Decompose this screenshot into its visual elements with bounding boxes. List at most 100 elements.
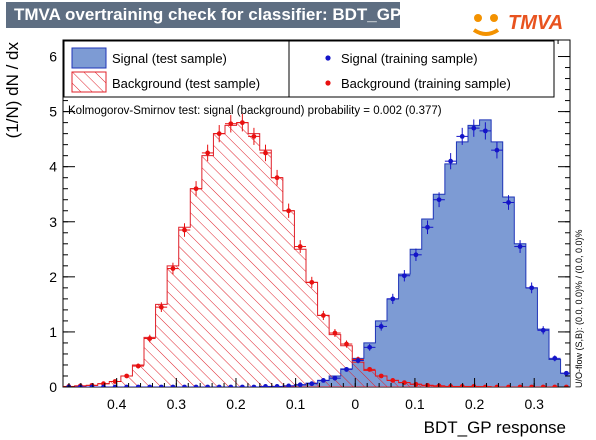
y-tick-label: 1 <box>49 324 57 340</box>
x-tick-label: 0.2 <box>226 396 246 412</box>
background-train-point <box>529 384 535 387</box>
signal-train-point <box>448 158 454 164</box>
legend-background-test-swatch <box>71 71 107 93</box>
signal-train-point <box>459 133 465 139</box>
signal-train-point <box>193 384 199 387</box>
signal-train-point <box>540 327 546 333</box>
signal-train-point <box>436 197 442 203</box>
background-train-point <box>205 150 211 156</box>
background-train-point <box>378 373 384 379</box>
signal-train-point <box>158 384 164 387</box>
legend-box-right <box>288 40 555 98</box>
background-train-point <box>367 366 373 372</box>
signal-train-point <box>170 384 176 387</box>
signal-train-point <box>274 384 280 387</box>
chart-title: TMVA overtraining check for classifier: … <box>6 2 400 28</box>
background-train-point <box>182 227 187 233</box>
signal-train-point <box>309 381 315 387</box>
background-train-point <box>124 373 130 379</box>
background-train-point <box>228 121 234 127</box>
y-axis-label: (1/N) dN / dx <box>3 42 22 139</box>
background-train-point <box>147 336 153 341</box>
background-train-point <box>309 279 315 285</box>
x-tick-label: 0.1 <box>405 396 425 412</box>
signal-train-point <box>228 384 234 387</box>
signal-train-point <box>251 384 257 387</box>
signal-train-point <box>390 296 396 302</box>
signal-train-point <box>135 384 141 387</box>
tmva-logo-icon <box>472 14 500 36</box>
y-tick-label: 5 <box>49 104 57 120</box>
background-train-point <box>344 341 349 347</box>
y-tick-label: 3 <box>49 214 57 230</box>
legend-signal-test-label: Signal (test sample) <box>112 51 227 66</box>
signal-train-point <box>506 200 511 205</box>
y-tick-label: 4 <box>49 159 57 175</box>
legend-background-train-marker <box>325 80 331 86</box>
legend-background-test-label: Background (test sample) <box>112 76 260 91</box>
signal-train-point <box>401 273 407 279</box>
legend-signal-train-marker <box>325 55 331 61</box>
x-tick-label: 0 <box>351 396 359 412</box>
y-tick-label: 2 <box>49 269 57 285</box>
signal-train-point <box>529 285 535 291</box>
background-train-point <box>506 384 511 387</box>
logo-label: TMVA <box>508 12 564 34</box>
signal-train-point <box>425 224 430 230</box>
legend-background-train-label: Background (training sample) <box>341 76 511 91</box>
ks-test-text: Kolmogorov-Smirnov test: signal (backgro… <box>68 105 442 117</box>
signal-test-histogram <box>63 119 570 387</box>
background-train-point <box>251 133 257 139</box>
y-tick-label: 6 <box>49 49 57 65</box>
signal-train-point <box>413 252 419 258</box>
signal-train-point <box>263 384 268 387</box>
signal-train-point <box>517 244 523 249</box>
signal-train-point <box>378 324 384 329</box>
background-train-point <box>135 363 141 369</box>
background-train-point <box>517 384 523 387</box>
background-train-point <box>216 131 222 137</box>
signal-train-point <box>182 384 187 387</box>
x-tick-label: 0.1 <box>286 396 306 412</box>
signal-train-point <box>367 344 373 350</box>
signal-train-point <box>147 384 153 387</box>
background-train-point <box>540 384 546 387</box>
plot-area <box>63 113 570 387</box>
signal-train-point <box>332 375 338 381</box>
signal-train-point <box>297 382 303 387</box>
signal-train-point <box>471 125 477 131</box>
background-train-point <box>320 312 326 318</box>
background-train-point <box>297 244 303 249</box>
background-train-point <box>413 381 419 387</box>
signal-train-point <box>205 384 211 387</box>
background-train-point <box>563 384 569 387</box>
legend-signal-train-label: Signal (training sample) <box>341 51 478 66</box>
overflow-text: U/O-flow (S,B): (0.0, 0.0)% / (0.0, 0.0)… <box>574 229 584 388</box>
background-train-point <box>239 120 245 126</box>
signal-train-point <box>320 377 326 383</box>
background-train-point <box>274 175 280 181</box>
signal-train-point <box>77 384 83 387</box>
signal-train-point <box>494 147 500 153</box>
signal-train-point <box>552 355 558 361</box>
x-tick-label: 0.4 <box>107 396 127 412</box>
legend-signal-test-swatch <box>71 47 107 69</box>
signal-train-point <box>344 366 349 372</box>
background-train-point <box>552 384 558 387</box>
background-train-point <box>193 186 199 192</box>
signal-train-point <box>239 384 245 387</box>
background-train-point <box>471 384 477 387</box>
x-axis-label: BDT_GP response <box>424 418 566 437</box>
background-train-point <box>482 384 488 387</box>
signal-train-point <box>286 383 292 387</box>
signal-train-point <box>355 358 361 363</box>
background-train-point <box>170 266 176 271</box>
background-train-point <box>286 208 292 214</box>
tmva-logo-text: TMVA <box>508 12 563 35</box>
signal-train-point <box>482 128 488 134</box>
signal-train-point <box>89 384 95 387</box>
x-tick-label: 0.2 <box>465 396 485 412</box>
signal-train-point <box>563 370 569 376</box>
background-train-point <box>332 330 338 336</box>
